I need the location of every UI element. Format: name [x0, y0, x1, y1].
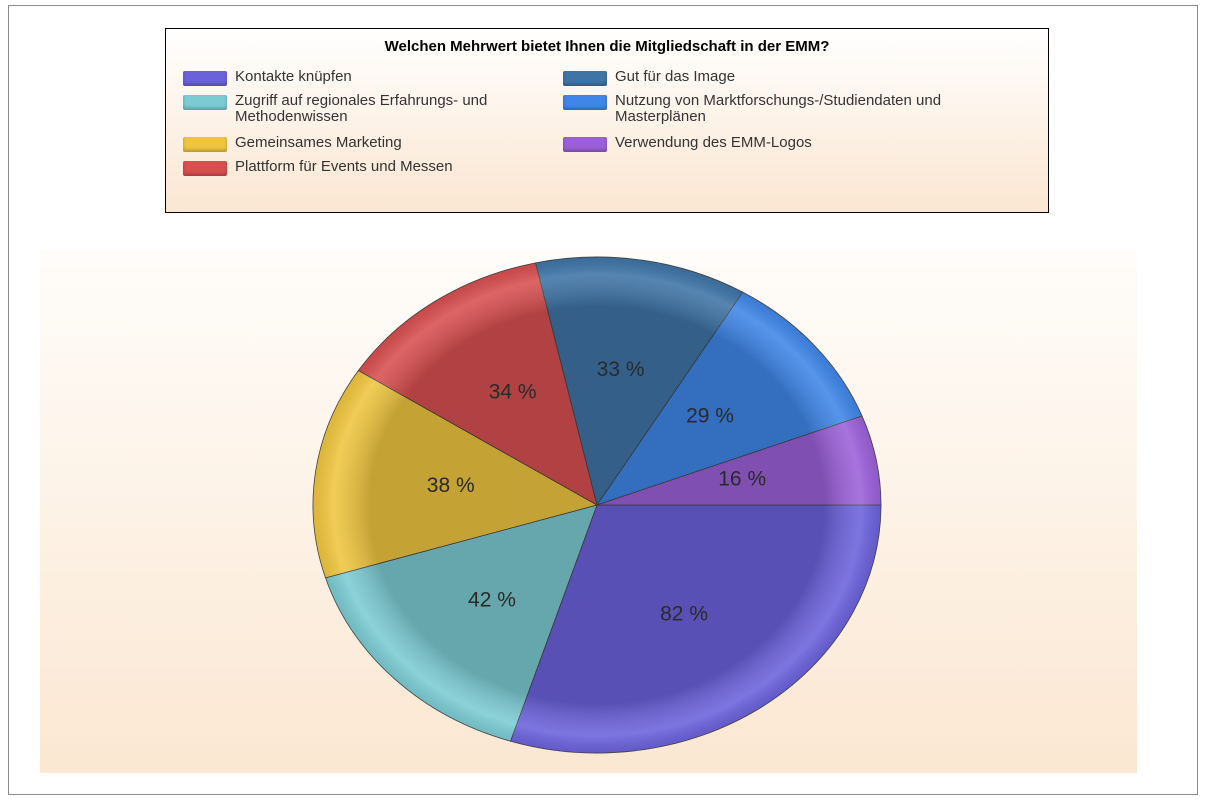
legend-item: Kontakte knüpfen	[183, 69, 563, 93]
legend-item: Zugriff auf regionales Erfahrungs- und M…	[183, 93, 563, 135]
slice-label: 34 %	[489, 381, 537, 404]
slice-label: 16 %	[718, 468, 766, 491]
legend: Welchen Mehrwert bietet Ihnen die Mitgli…	[165, 28, 1049, 213]
legend-label: Verwendung des EMM-Logos	[615, 134, 812, 151]
frame-border	[8, 5, 1198, 795]
slice-label: 33 %	[597, 358, 645, 381]
legend-item: Gemeinsames Marketing	[183, 135, 563, 159]
legend-item: Plattform für Events und Messen	[183, 159, 563, 199]
legend-swatch	[183, 71, 227, 86]
legend-swatch	[563, 137, 607, 152]
legend-label: Kontakte knüpfen	[235, 68, 352, 85]
slice-label: 82 %	[660, 603, 708, 626]
legend-swatch	[563, 71, 607, 86]
chart-title: Welchen Mehrwert bietet Ihnen die Mitgli…	[384, 38, 830, 55]
slice-label: 38 %	[427, 474, 475, 497]
legend-label: Gemeinsames Marketing	[235, 134, 402, 151]
slice-label: 29 %	[686, 405, 734, 428]
legend-label: Nutzung von Marktforschungs-/Studiendate…	[615, 92, 942, 125]
slice-label: 42 %	[468, 588, 516, 611]
legend-label: Zugriff auf regionales Erfahrungs- und M…	[235, 92, 488, 125]
legend-item: Gut für das Image	[563, 69, 1003, 93]
legend-item: Nutzung von Marktforschungs-/Studiendate…	[563, 93, 1003, 135]
legend-items: Kontakte knüpfen Zugriff auf regionales E…	[183, 69, 1003, 199]
legend-swatch	[183, 137, 227, 152]
legend-swatch	[183, 161, 227, 176]
legend-label: Plattform für Events und Messen	[235, 158, 453, 175]
legend-swatch	[183, 95, 227, 110]
legend-swatch	[563, 95, 607, 110]
legend-item: Verwendung des EMM-Logos	[563, 135, 1003, 159]
legend-label: Gut für das Image	[615, 68, 736, 85]
